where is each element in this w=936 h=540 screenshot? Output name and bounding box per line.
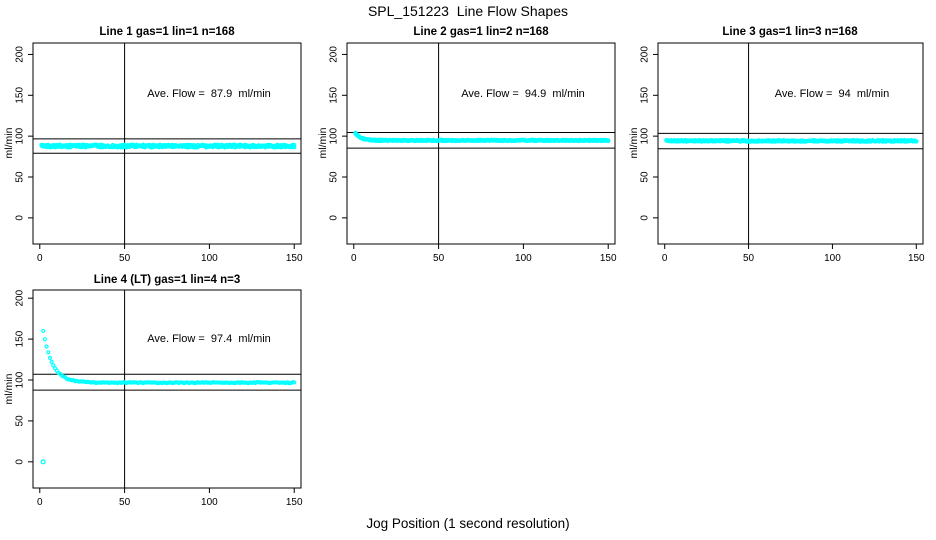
main-title: SPL_151223 Line Flow Shapes bbox=[367, 3, 569, 19]
flow-point bbox=[897, 139, 902, 144]
x-tick-label: 50 bbox=[119, 497, 131, 508]
y-tick-label: 50 bbox=[15, 415, 26, 427]
flow-point bbox=[44, 344, 49, 349]
y-tick-label: 150 bbox=[329, 87, 340, 104]
flow-point bbox=[290, 380, 295, 385]
x-tick-label: 0 bbox=[351, 253, 357, 264]
flow-outlier-point bbox=[40, 459, 46, 465]
x-tick-label: 150 bbox=[286, 497, 303, 508]
y-tick-label: 150 bbox=[15, 330, 26, 347]
flow-point bbox=[914, 139, 919, 144]
x-tick-label: 0 bbox=[37, 497, 43, 508]
y-tick-label: 50 bbox=[640, 171, 651, 183]
y-tick-label: 50 bbox=[329, 171, 340, 183]
flow-point bbox=[69, 378, 75, 383]
subplot1-plot: 0 50 100 150 200 0 50 100 150 bbox=[15, 42, 303, 264]
flow-point bbox=[292, 142, 297, 148]
x-tick-label: 50 bbox=[743, 253, 755, 264]
flow-point bbox=[200, 142, 205, 148]
y-tick-label: 200 bbox=[329, 46, 340, 63]
x-tick-label: 100 bbox=[515, 253, 532, 264]
subplot3-y-axis-label: ml/min bbox=[628, 127, 640, 159]
data-points bbox=[39, 142, 297, 150]
flow-point bbox=[41, 328, 46, 334]
flow-point bbox=[49, 359, 54, 365]
x-tick-label: 50 bbox=[119, 253, 131, 264]
plot-box bbox=[346, 42, 616, 245]
y-tick-label: 50 bbox=[15, 171, 26, 183]
x-axis-label: Jog Position (1 second resolution) bbox=[366, 516, 570, 531]
subplot2-y-axis-label: ml/min bbox=[317, 127, 329, 159]
flow-point bbox=[239, 143, 244, 148]
subplot4-ave-flow-annotation: Ave. Flow = 97.4 ml/min bbox=[147, 333, 271, 345]
plot-box bbox=[32, 289, 302, 489]
y-tick-label: 200 bbox=[15, 46, 26, 63]
x-tick-label: 0 bbox=[37, 253, 43, 264]
x-tick-label: 100 bbox=[824, 253, 841, 264]
flow-point bbox=[47, 355, 53, 360]
x-tick-label: 50 bbox=[433, 253, 445, 264]
x-tick-label: 0 bbox=[662, 253, 668, 264]
x-tick-label: 100 bbox=[201, 497, 218, 508]
y-tick-label: 150 bbox=[15, 87, 26, 104]
flow-point bbox=[529, 137, 534, 142]
subplot3-plot: 0 50 100 150 200 0 50 100 150 bbox=[640, 42, 925, 264]
flow-point bbox=[604, 138, 609, 144]
plot-box bbox=[657, 42, 924, 245]
subplot3-title: Line 3 gas=1 lin=3 n=168 bbox=[722, 26, 858, 38]
subplot2-title: Line 2 gas=1 lin=2 n=168 bbox=[413, 26, 549, 38]
subplot4-plot: 0 50 100 150 200 0 50 100 150 bbox=[15, 289, 303, 508]
y-tick-label: 0 bbox=[15, 459, 26, 465]
flow-point bbox=[521, 137, 526, 142]
x-tick-label: 150 bbox=[286, 253, 303, 264]
subplot4-y-axis-label: ml/min bbox=[3, 373, 15, 405]
flow-point bbox=[443, 138, 448, 144]
flow-point bbox=[606, 138, 611, 143]
x-tick-label: 100 bbox=[201, 253, 218, 264]
flow-point bbox=[358, 135, 363, 141]
y-tick-label: 100 bbox=[15, 127, 26, 144]
subplot2-ave-flow-annotation: Ave. Flow = 94.9 ml/min bbox=[461, 88, 585, 100]
flow-point bbox=[51, 363, 56, 368]
flow-point bbox=[42, 337, 47, 342]
flow-point bbox=[91, 142, 97, 147]
y-tick-label: 100 bbox=[329, 127, 340, 144]
y-tick-label: 0 bbox=[329, 215, 340, 221]
subplot2-plot: 0 50 100 150 200 0 50 100 150 bbox=[329, 42, 617, 264]
x-tick-label: 150 bbox=[600, 253, 617, 264]
data-points bbox=[40, 328, 297, 465]
flow-point bbox=[533, 138, 538, 143]
subplot1-ave-flow-annotation: Ave. Flow = 87.9 ml/min bbox=[147, 88, 271, 100]
y-tick-label: 150 bbox=[640, 87, 651, 104]
flow-point bbox=[214, 142, 219, 147]
y-tick-label: 200 bbox=[15, 289, 26, 306]
flow-point bbox=[287, 381, 292, 386]
y-tick-label: 200 bbox=[640, 46, 651, 63]
plot-box bbox=[32, 42, 302, 245]
flow-point bbox=[46, 350, 51, 355]
flow-point bbox=[409, 137, 414, 143]
x-tick-label: 150 bbox=[908, 253, 925, 264]
subplot3-ave-flow-annotation: Ave. Flow = 94 ml/min bbox=[774, 88, 890, 100]
y-tick-label: 0 bbox=[640, 215, 651, 221]
subplot1-y-axis-label: ml/min bbox=[3, 127, 15, 159]
y-tick-label: 0 bbox=[15, 215, 26, 221]
y-tick-label: 100 bbox=[15, 371, 26, 388]
y-tick-label: 100 bbox=[640, 127, 651, 144]
subplot4-title: Line 4 (LT) gas=1 lin=4 n=3 bbox=[93, 274, 241, 286]
data-points bbox=[353, 130, 611, 144]
data-points bbox=[664, 137, 919, 144]
subplot1-title: Line 1 gas=1 lin=1 n=168 bbox=[99, 26, 235, 38]
flow-point bbox=[292, 380, 297, 385]
